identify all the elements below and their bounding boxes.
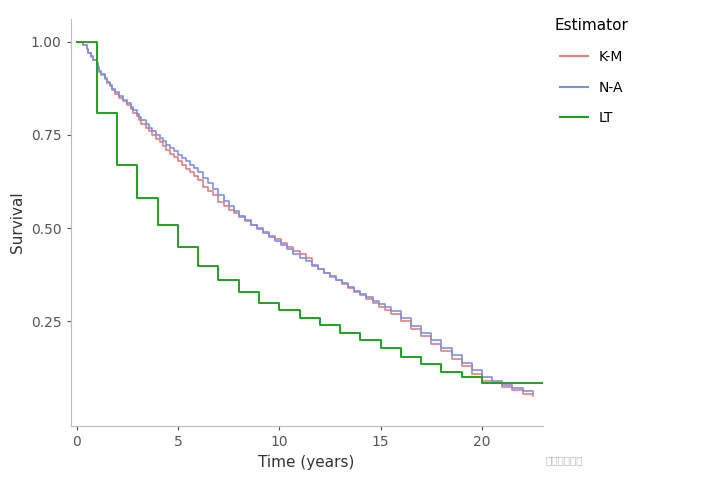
Text: 拓端数据部落: 拓端数据部落 [545,455,583,465]
X-axis label: Time (years): Time (years) [259,454,355,469]
Y-axis label: Survival: Survival [10,192,25,254]
Legend: K-M, N-A, LT: K-M, N-A, LT [555,18,628,125]
